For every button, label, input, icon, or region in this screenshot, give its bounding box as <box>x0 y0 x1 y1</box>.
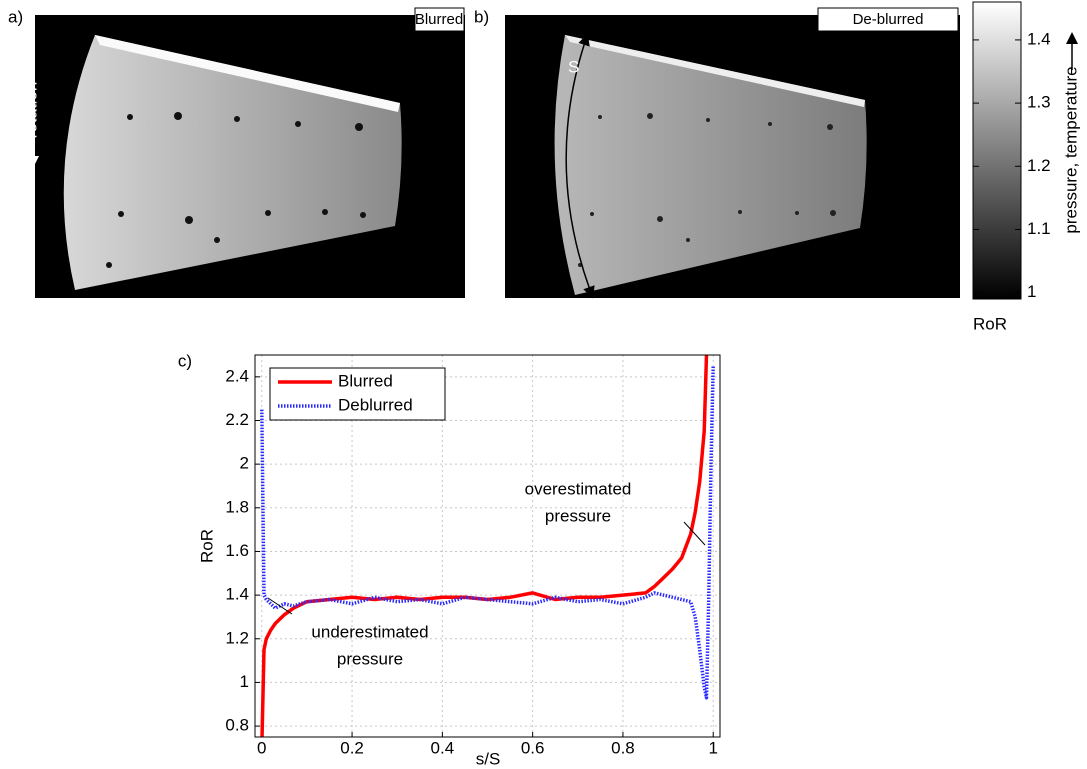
y-tick-label: 1.2 <box>225 628 249 647</box>
annotation-pointer <box>267 597 293 615</box>
y-tick-label: 1.4 <box>225 585 249 604</box>
x-tick-label: 0.4 <box>431 738 455 757</box>
blade-image <box>63 35 402 290</box>
panel-title: Blurred <box>415 11 463 28</box>
x-tick-label: 0.2 <box>340 738 364 757</box>
y-tick-label: 0.8 <box>225 716 249 735</box>
label-box <box>414 7 465 32</box>
x-axis-label: s/S <box>476 749 501 768</box>
y-tick-label: 2.2 <box>225 410 249 429</box>
panel-a: a) Blurred rotation <box>8 7 465 298</box>
panel-label: b) <box>474 7 489 26</box>
colorbar: RoR pressure, temperature <box>972 1 1080 333</box>
plot-frame <box>254 354 721 738</box>
panel-label: c) <box>178 351 192 370</box>
panel-b: b) De-blurred S <box>474 7 960 299</box>
annotation: underestimated <box>311 622 428 641</box>
span-label: S <box>568 57 579 76</box>
holes <box>106 112 366 268</box>
series-line <box>260 365 715 700</box>
x-tick-label: 0 <box>257 738 266 757</box>
y-tick-label: 2.4 <box>225 366 249 385</box>
legend-label: Deblurred <box>338 395 413 414</box>
x-tick-label: 0.6 <box>521 738 545 757</box>
panel-label: a) <box>8 7 23 26</box>
y-tick-label: 1.8 <box>225 497 249 516</box>
x-tick-label: 0.8 <box>611 738 635 757</box>
span-arrow <box>565 33 595 299</box>
annotation-pointer <box>683 521 706 546</box>
colorbar-tick-label: 1.1 <box>1027 219 1051 238</box>
series-line <box>260 355 709 737</box>
legend-label: Blurred <box>338 371 393 390</box>
panel-title: De-blurred <box>853 11 924 28</box>
colorbar-tick-label: 1.2 <box>1027 156 1051 175</box>
rotation-label: rotation <box>21 82 40 139</box>
y-axis-label: RoR <box>197 529 216 563</box>
label-box <box>817 7 959 32</box>
colorbar-tick-label: 1 <box>1027 282 1036 301</box>
x-tick-label: 1 <box>708 738 717 757</box>
plot-lines <box>260 355 715 737</box>
y-tick-label: 1.6 <box>225 541 249 560</box>
y-tick-label: 2 <box>240 454 249 473</box>
colorbar-title: RoR <box>973 314 1007 333</box>
annotation: overestimated <box>525 479 632 498</box>
colorbar-tick-label: 1.4 <box>1027 29 1051 48</box>
blade-edge <box>95 35 400 112</box>
y-tick-label: 1 <box>240 672 249 691</box>
blade-image <box>554 35 867 295</box>
colorbar-tick-label: 1.3 <box>1027 93 1051 112</box>
line-chart: c) RoR s/S <box>178 351 500 768</box>
legend-box <box>269 367 446 421</box>
annotation: pressure <box>337 649 403 668</box>
colorbar-label: pressure, temperature <box>1061 66 1080 233</box>
blade-edge <box>565 35 865 107</box>
annotation: pressure <box>545 506 611 525</box>
colorbar-gradient <box>972 1 1022 300</box>
